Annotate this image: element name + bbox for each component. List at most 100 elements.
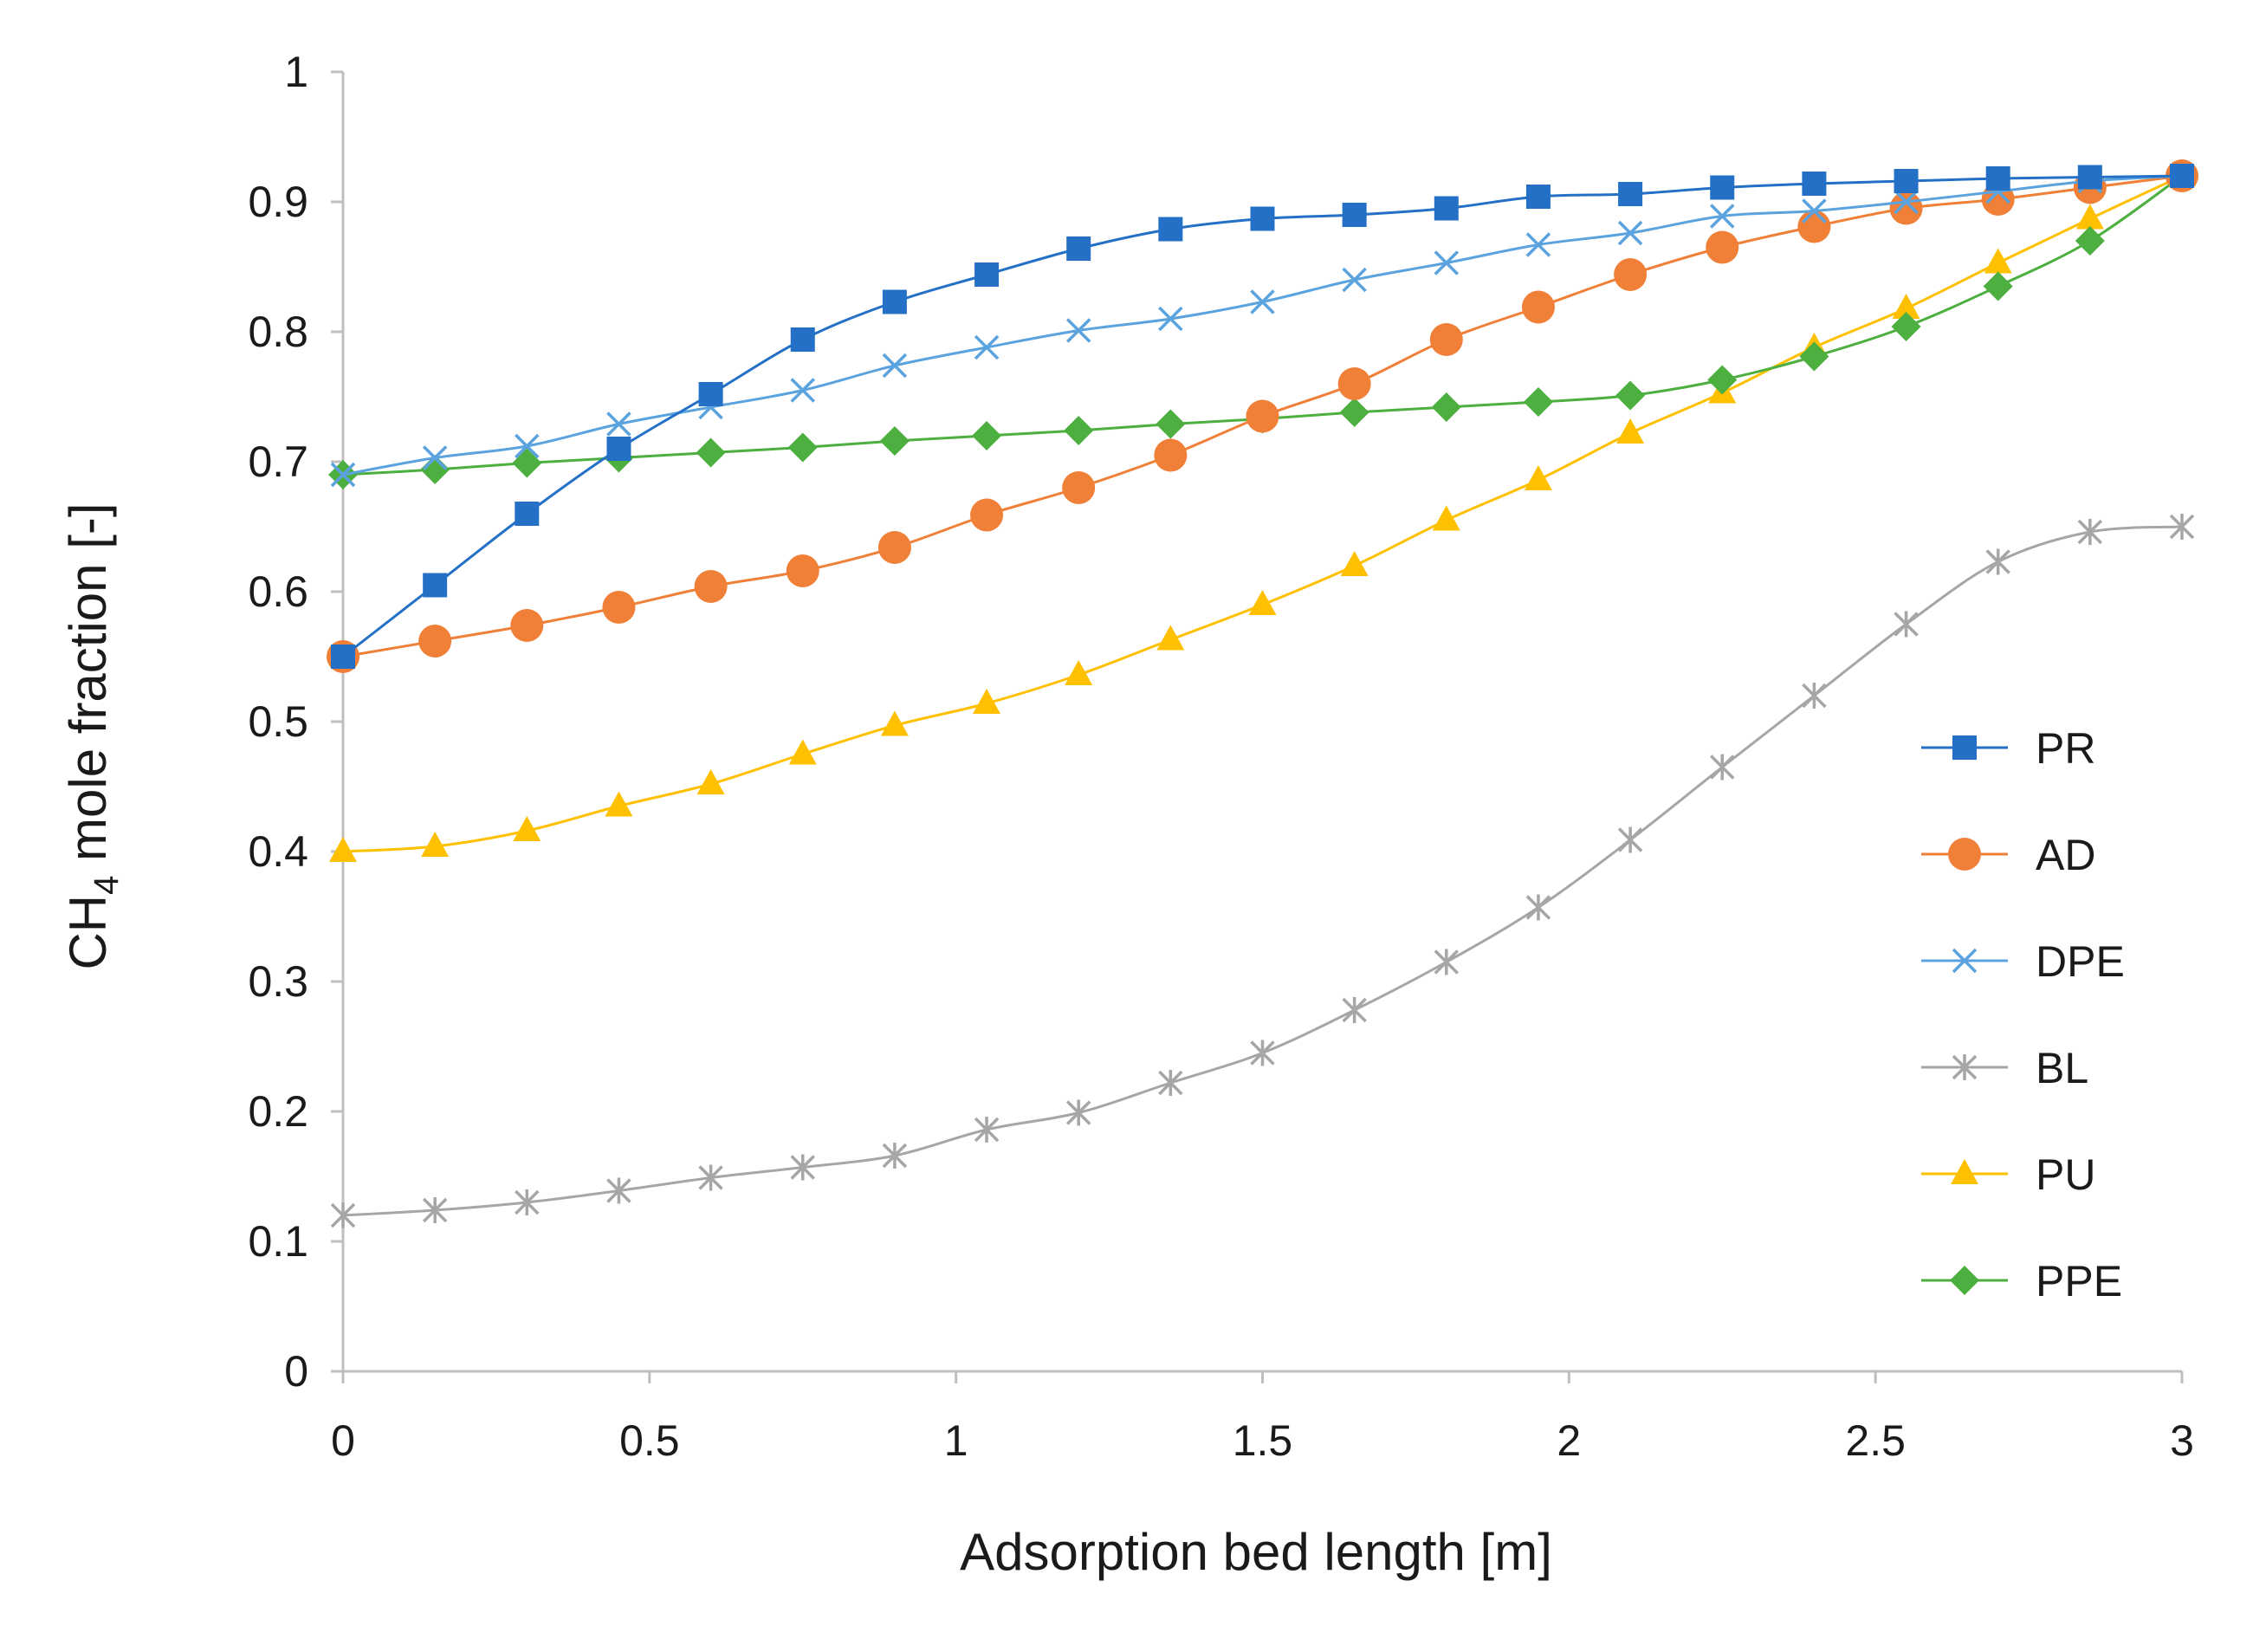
legend: PR AD DPE BL PU PPE [1921,724,2125,1305]
series-bl-point [698,1164,723,1191]
series-dpe-point [1894,189,1919,215]
series-ppe-point [972,421,1002,450]
series-pr-point [606,437,631,461]
series-pr-point [331,645,355,669]
series-pu-point [1432,505,1460,531]
series-ad-point [418,625,452,658]
series-ad-point [1614,258,1648,291]
series-pr-point [1710,175,1735,200]
x-tick-label: 0 [331,1416,355,1465]
series-pr-point [1894,169,1919,193]
series-bl-point [1985,548,2010,575]
y-axis-title-rest: mole fraction [-] [59,502,117,875]
series-bl-point [1434,949,1460,975]
series-pr-point [1618,182,1643,206]
series-pr-point [1066,236,1091,261]
legend-item-pu: PU [1921,1150,2095,1199]
series-ad-point [1154,438,1188,472]
series-pu-point [421,832,450,857]
series-ad-point [510,609,544,642]
series-pr-point [2170,164,2194,188]
legend-item-dpe: DPE [1921,937,2125,986]
x-axis-title: Adsorption bed length [m] [960,1523,1552,1581]
series-dpe-point [1158,306,1183,332]
series-ppe-point [420,455,450,484]
legend-marker-ad [1948,838,1981,871]
series-ad-point [1706,230,1739,264]
y-tick-label: 0.6 [248,567,308,616]
series-ad-point [877,531,911,564]
series-pr-point [1802,172,1827,196]
series-pr-point [698,382,723,406]
legend-marker-bl [1952,1054,1978,1080]
legend-label-dpe: DPE [2036,937,2125,986]
series-dpe-point [1065,318,1091,343]
series-ppe-point [787,432,818,463]
series-pu-point [1984,248,2012,274]
y-ticks: 0 0.1 0.2 0.3 0.4 0.5 0.6 0.7 0.8 0.9 1 [248,48,343,1396]
series-pu-point [329,837,357,862]
x-tick-label: 3 [2170,1416,2194,1465]
series-pu-point [1340,551,1369,576]
y-tick-label: 0.7 [248,437,308,486]
series-pu-point [1065,660,1093,685]
series-dpe-point [974,334,1000,360]
series-dpe-point [1525,232,1551,257]
series-pu [329,161,2196,862]
series-ppe-point [696,437,726,468]
series-pu-point [605,791,633,817]
series-dpe-point [1434,250,1460,275]
y-tick-label: 0.8 [248,308,308,356]
legend-label-ppe: PPE [2036,1257,2122,1305]
y-axis-title-subscript: 4 [87,876,126,895]
series-bl-point [1617,826,1643,853]
series-pr [331,164,2194,669]
series-ppe-point [1891,312,1921,341]
x-tick-label: 2 [1557,1416,1581,1465]
x-tick-label: 1.5 [1233,1416,1293,1465]
series-bl-point [1158,1070,1183,1096]
series-dpe-point [515,433,540,459]
series-dpe-point [1342,267,1367,293]
series-bl-point [1065,1099,1091,1126]
series-ppe-point [1156,409,1186,439]
series-dpe-point [606,411,631,437]
series-ppe-point [1707,365,1738,395]
y-tick-label: 0.4 [248,827,308,876]
series-bl-point [1710,754,1735,781]
series-ad-point [1246,399,1279,433]
series-bl-point [2169,514,2195,540]
series-ppe-point [2075,226,2105,256]
series-ad-point [1062,471,1096,504]
series-pu-point [1156,625,1185,651]
series-pu-point [1248,590,1277,615]
series-ad-point [1521,290,1555,324]
series-pu-point [788,739,817,765]
series-dpe-point [1250,289,1275,314]
series-ppe-point [512,448,542,478]
axes: 0 0.1 0.2 0.3 0.4 0.5 0.6 0.7 0.8 0.9 1 0 0.5 1 1.5 2 2… [248,48,2193,1465]
series-ppe-point [1339,398,1369,427]
series-dpe-point [330,462,356,488]
series-pr-point [1985,166,2010,191]
series-bl-line [342,525,2183,1217]
series-bl-point [1250,1040,1275,1066]
y-tick-label: 0.5 [248,697,308,746]
series-bl-point [606,1177,631,1204]
series-pr-point [2077,165,2102,190]
series-bl-point [330,1202,356,1228]
x-tick-label: 1 [944,1416,968,1465]
series-pu-point [1616,418,1645,444]
series-bl-point [2077,519,2103,545]
series-pu-point [1524,465,1552,490]
series-bl-point [1525,894,1551,921]
series-ad-point [1337,367,1371,400]
series-ad-point [786,554,819,587]
series-bl-point [974,1117,1000,1143]
series-ad-point [602,591,636,624]
series-pu-point [513,816,541,841]
series-ad-point [694,570,728,603]
series-ppe-point [1799,341,1829,372]
y-tick-label: 0.9 [248,178,308,226]
series-dpe-point [1710,204,1735,229]
